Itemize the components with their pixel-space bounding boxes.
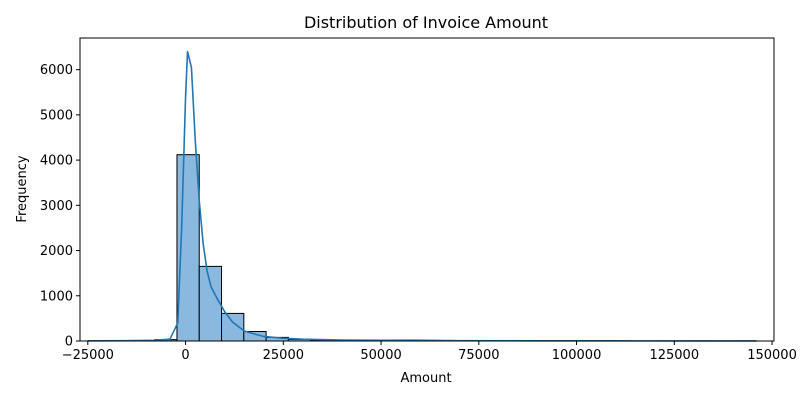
x-tick-label: 100000 (552, 348, 602, 363)
plot-area: −25000 0 25000 50000 75000 100000 125000 150000… (40, 37, 797, 363)
x-tick-label: 150000 (747, 348, 797, 363)
y-axis-label: Frequency (15, 155, 30, 222)
y-tick-label: 4000 (40, 154, 73, 169)
chart-title: Distribution of Invoice Amount (304, 13, 548, 32)
y-tick-label: 2000 (40, 244, 73, 259)
y-tick-label: 1000 (40, 289, 73, 304)
x-axis-label: Amount (400, 371, 451, 386)
y-tick-label: 3000 (40, 199, 73, 214)
axes-frame (79, 37, 775, 342)
y-tick-label: 0 (65, 335, 73, 350)
x-tick-label: 125000 (649, 348, 699, 363)
x-tick-label: −25000 (62, 348, 114, 363)
y-tick-label: 5000 (40, 108, 73, 123)
kde-line (87, 50, 757, 342)
x-tick-label: 50000 (360, 348, 401, 363)
histogram-bar-5 (198, 265, 223, 342)
x-tick-label: 0 (181, 348, 189, 363)
y-tick-label: 6000 (40, 63, 73, 78)
x-tick-label: 25000 (263, 348, 304, 363)
x-tick-label: 75000 (458, 348, 499, 363)
